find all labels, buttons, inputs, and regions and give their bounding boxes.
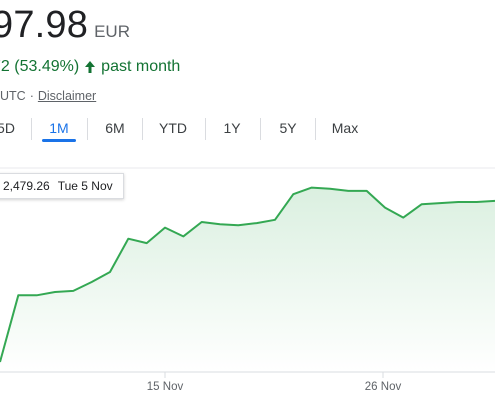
price-series-line <box>0 186 495 363</box>
tab-divider <box>142 118 143 140</box>
tab-divider <box>260 118 261 140</box>
meta-separator: · <box>29 89 34 103</box>
tab-ytd[interactable]: YTD <box>159 120 187 136</box>
tab-max[interactable]: Max <box>331 120 359 136</box>
tab-divider <box>205 118 206 140</box>
range-tabs: 5D 1M 6M YTD 1Y 5Y Max <box>0 112 495 146</box>
price-value: 97.98 <box>0 4 89 46</box>
price-header: 97.98 EUR <box>0 4 130 52</box>
price-area-fill <box>0 187 495 372</box>
price-chart[interactable]: 15 Nov 26 Nov <box>0 160 495 400</box>
x-tick-label: 15 Nov <box>147 381 184 393</box>
meta-info: UTC · Disclaimer <box>0 89 96 103</box>
tab-1y[interactable]: 1Y <box>223 120 241 136</box>
x-tick-label: 26 Nov <box>365 381 402 393</box>
price-change: 72 (53.49%) past month <box>0 58 180 76</box>
hover-tooltip: 2,479.26 Tue 5 Nov <box>0 173 124 199</box>
tab-divider <box>315 118 316 140</box>
tab-divider <box>87 118 88 140</box>
tab-5y[interactable]: 5Y <box>279 120 297 136</box>
tab-divider <box>31 118 32 140</box>
tab-5d[interactable]: 5D <box>0 120 15 136</box>
arrow-up-icon <box>85 61 96 73</box>
tab-6m[interactable]: 6M <box>105 120 125 136</box>
tab-1m[interactable]: 1M <box>49 120 69 136</box>
disclaimer-link[interactable]: Disclaimer <box>37 89 97 103</box>
tooltip-value: 2,479.26 <box>3 179 50 193</box>
change-period: past month <box>101 58 181 75</box>
change-amount: 72 (53.49%) <box>0 58 80 75</box>
price-currency: EUR <box>94 22 130 41</box>
timezone-label: UTC <box>0 89 26 103</box>
tooltip-date: Tue 5 Nov <box>57 179 113 193</box>
active-tab-indicator <box>42 139 76 142</box>
